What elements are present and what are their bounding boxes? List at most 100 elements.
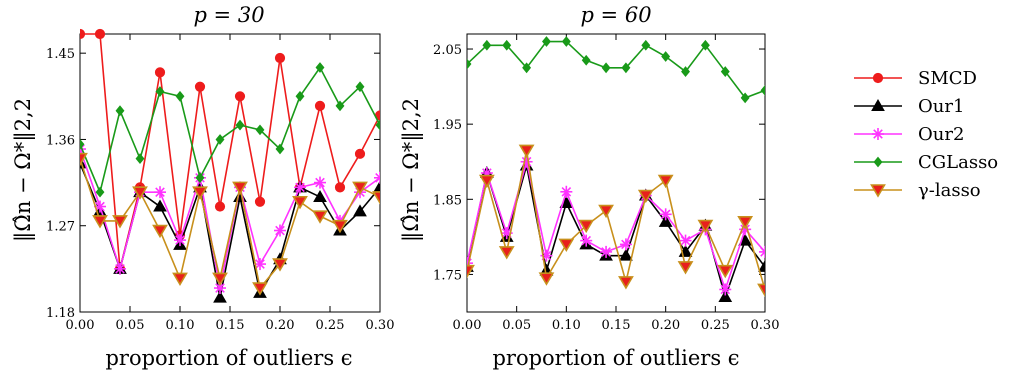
data-point <box>637 189 654 204</box>
legend-marker <box>872 128 884 140</box>
chart-title: p = 30 <box>193 3 264 27</box>
chart-panel-p30: p = 30 0.00 0.05 0.10 0.15 0.20 0.25 0.30 1.18 1… <box>11 3 394 370</box>
data-point <box>760 84 765 96</box>
data-point <box>155 86 165 97</box>
series-lasso <box>467 144 765 298</box>
x-tick-label: 0.00 <box>453 318 482 333</box>
data-point <box>232 181 248 195</box>
data-point <box>313 189 327 202</box>
data-point <box>94 28 106 40</box>
data-point <box>252 282 268 296</box>
plot-area: 0.00 0.05 0.10 0.15 0.20 0.25 0.30 1.18 1.27 1.36… <box>46 28 395 333</box>
x-tick-label: 0.30 <box>751 318 780 333</box>
series-line <box>80 66 380 195</box>
x-axis-label: proportion of outliers ϵ <box>492 346 739 370</box>
data-point <box>717 264 734 279</box>
series-line <box>80 148 380 289</box>
legend-label: SMCD <box>918 68 977 89</box>
data-point <box>314 100 326 111</box>
y-tick-label: 1.75 <box>433 268 462 283</box>
data-point <box>498 246 515 260</box>
legend-entry: Our2 <box>854 124 964 145</box>
data-point <box>482 39 492 51</box>
y-tick-label: 2.05 <box>433 43 462 58</box>
data-point <box>354 148 366 159</box>
x-tick-label: 0.30 <box>366 318 395 333</box>
data-point <box>115 105 125 117</box>
legend-marker <box>870 184 886 198</box>
data-point <box>581 54 591 66</box>
data-point <box>718 289 733 302</box>
x-tick-label: 0.05 <box>116 318 145 333</box>
data-point <box>132 186 148 200</box>
y-axis-label: ‖Ω̂n − Ω*‖2,2 <box>11 98 36 242</box>
x-tick-label: 0.25 <box>701 318 730 333</box>
legend-label: Our1 <box>918 96 964 117</box>
series-cglasso <box>80 62 380 198</box>
data-point <box>538 272 555 286</box>
data-point <box>641 39 651 51</box>
data-point <box>657 174 674 189</box>
data-point <box>560 185 573 198</box>
legend-label: γ-lasso <box>918 180 981 201</box>
data-point <box>697 219 714 234</box>
data-point <box>153 199 167 212</box>
data-point <box>352 181 368 195</box>
data-point <box>719 283 732 296</box>
data-point <box>373 180 380 193</box>
data-point <box>679 234 692 247</box>
legend-entry: γ-lasso <box>854 180 981 201</box>
x-tick-label: 0.05 <box>502 318 531 333</box>
series-line <box>467 40 765 99</box>
data-point <box>254 196 266 207</box>
data-point <box>112 215 128 229</box>
x-tick-label: 0.10 <box>166 318 195 333</box>
data-point <box>195 172 205 184</box>
x-axis-label: proportion of outliers ϵ <box>105 346 352 370</box>
series-cglasso <box>467 36 765 104</box>
x-tick-label: 0.25 <box>316 318 345 333</box>
data-point <box>375 119 380 131</box>
legend-marker <box>872 72 884 84</box>
legend: SMCD Our1 Our2 CGLasso γ-lasso <box>854 68 998 201</box>
data-point <box>353 204 367 217</box>
data-point <box>213 290 227 303</box>
legend-entry: CGLasso <box>854 152 998 173</box>
data-point <box>255 124 265 136</box>
data-point <box>561 36 571 47</box>
data-point <box>152 224 168 239</box>
series-line <box>80 158 380 290</box>
axes-frame <box>79 33 381 313</box>
data-point <box>600 245 613 258</box>
x-tick-label: 0.00 <box>66 318 95 333</box>
data-point <box>234 91 246 102</box>
data-point <box>621 62 631 74</box>
data-point <box>355 81 365 93</box>
series-line <box>467 150 765 290</box>
data-point <box>618 276 634 290</box>
data-point <box>478 174 495 189</box>
data-point <box>114 262 126 275</box>
data-point <box>295 90 305 102</box>
data-point <box>661 51 671 62</box>
data-point <box>480 167 493 179</box>
data-point <box>758 259 765 272</box>
data-point <box>274 224 286 237</box>
data-point <box>314 176 326 189</box>
x-tick-label: 0.20 <box>266 318 295 333</box>
data-point <box>374 171 380 184</box>
y-tick-label: 1.27 <box>46 220 75 235</box>
legend-entry: SMCD <box>854 68 977 89</box>
data-point <box>212 272 228 287</box>
data-point <box>522 62 532 74</box>
y-axis-label: ‖Ω̂n − Ω*‖2,2 <box>399 98 424 242</box>
data-point <box>80 138 85 150</box>
legend-entry: Our1 <box>854 96 964 117</box>
data-point <box>601 62 611 74</box>
legend-marker <box>873 156 883 168</box>
data-point <box>92 215 108 229</box>
legend-marker <box>871 98 885 111</box>
data-point <box>194 81 206 92</box>
data-point <box>95 186 105 198</box>
